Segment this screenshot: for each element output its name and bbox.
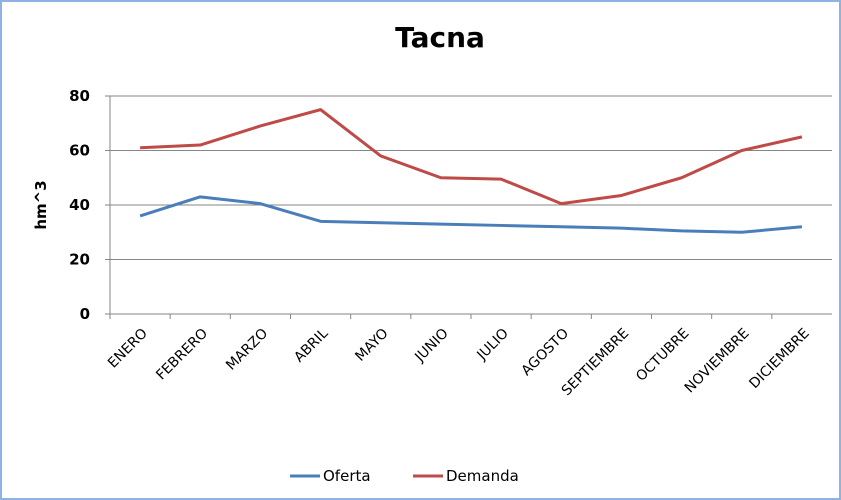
y-tick-label: 20 [69,251,90,269]
legend-label: Oferta [323,467,371,485]
y-axis-label: hm^3 [32,180,50,229]
y-tick-label: 80 [69,87,90,105]
line-series [140,108,803,206]
line-series [139,195,803,234]
y-tick-label: 60 [69,142,90,160]
y-tick-label: 40 [69,196,90,214]
y-tick-label: 0 [80,305,90,323]
legend-label: Demanda [446,467,519,485]
chart-title: Tacna [395,21,485,54]
